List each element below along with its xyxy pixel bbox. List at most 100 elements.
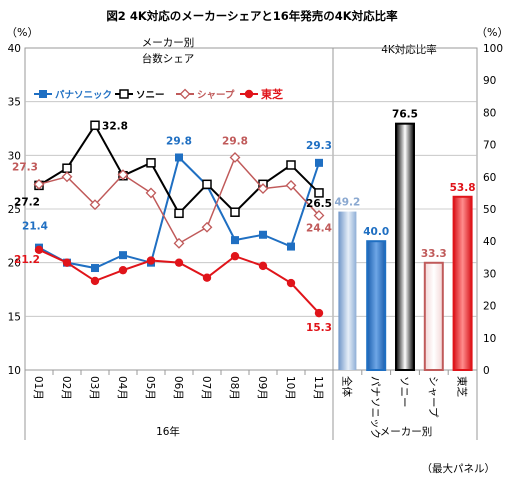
x-tick-label: 10月 bbox=[284, 376, 296, 400]
x-tick-label: 11月 bbox=[312, 376, 324, 400]
series-marker bbox=[258, 261, 268, 271]
left-y-tick-label: 40 bbox=[8, 43, 21, 55]
bar-category-label: パナソニック bbox=[369, 376, 381, 439]
right-y-tick-label: 100 bbox=[483, 43, 503, 55]
right-y-tick-label: 30 bbox=[483, 268, 496, 280]
series-marker bbox=[39, 90, 47, 98]
series-marker bbox=[179, 88, 191, 100]
bar bbox=[338, 211, 357, 370]
series-line-sharp bbox=[38, 156, 320, 245]
series-marker bbox=[173, 237, 185, 249]
right-y-tick-label: 20 bbox=[483, 301, 496, 313]
series-marker bbox=[202, 179, 212, 190]
line-data-label: 26.5 bbox=[306, 198, 332, 210]
x-tick-label: 07月 bbox=[200, 376, 212, 400]
legend-label-sharp: シャープ bbox=[197, 89, 235, 101]
left-y-tick-label: 10 bbox=[8, 365, 21, 377]
line-data-label: 29.8 bbox=[222, 135, 248, 147]
series-marker bbox=[117, 169, 129, 181]
line-data-label: 24.4 bbox=[306, 222, 332, 234]
legend-label-sony: ソニー bbox=[136, 90, 165, 101]
series-marker bbox=[286, 160, 296, 170]
bar bbox=[452, 195, 473, 371]
bar-value-label: 33.3 bbox=[421, 248, 447, 260]
left-y-tick-label: 35 bbox=[8, 97, 21, 109]
x-tick-label: 09月 bbox=[256, 376, 268, 400]
chart-title: 図2 4K対応のメーカーシェアと16年発売の4K対応比率 bbox=[106, 9, 398, 23]
series-marker bbox=[230, 252, 240, 261]
right-x-group-label: メーカー別 bbox=[380, 426, 433, 438]
left-y-tick-label: 15 bbox=[8, 311, 21, 323]
series-marker bbox=[175, 153, 183, 162]
series-marker bbox=[201, 221, 213, 233]
axes: 10 15 20 25 30 35 40 0 10 20 30 40 50 60 70 80 90 100 01月 0… bbox=[8, 43, 503, 439]
right-y-tick-label: 10 bbox=[483, 333, 496, 345]
x-tick-label: 02月 bbox=[60, 376, 72, 400]
right-axis-unit: （%） bbox=[476, 26, 505, 39]
line-data-label: 15.3 bbox=[306, 322, 332, 334]
series-marker bbox=[146, 158, 156, 168]
series-marker bbox=[285, 179, 297, 191]
legend-label-panasonic: パナソニック bbox=[55, 89, 112, 101]
series-marker bbox=[287, 242, 295, 251]
bar-category-label: シャープ bbox=[427, 376, 439, 418]
bar-value-label: 76.5 bbox=[392, 109, 418, 121]
right-y-tick-label: 60 bbox=[483, 172, 496, 184]
line-data-label: 32.8 bbox=[102, 120, 128, 132]
line-data-label: 29.8 bbox=[166, 135, 192, 147]
bar bbox=[423, 261, 444, 371]
left-x-group-label: 16年 bbox=[156, 425, 180, 438]
series-marker bbox=[61, 171, 73, 183]
series-marker bbox=[146, 256, 156, 265]
bar bbox=[395, 122, 415, 371]
series-marker bbox=[202, 273, 212, 282]
bar-value-label: 40.0 bbox=[363, 226, 389, 238]
right-y-tick-label: 70 bbox=[483, 140, 496, 152]
legend: パナソニック ソニー シャープ 東芝 bbox=[34, 87, 283, 101]
series-marker bbox=[314, 188, 324, 198]
x-tick-label: 05月 bbox=[144, 376, 156, 400]
series-marker bbox=[62, 163, 72, 173]
bar bbox=[366, 240, 387, 371]
line-series bbox=[33, 120, 325, 318]
left-axis-unit: （%） bbox=[6, 26, 38, 39]
left-y-tick-label: 20 bbox=[8, 258, 21, 270]
series-marker bbox=[119, 251, 127, 260]
series-marker bbox=[34, 245, 44, 254]
series-marker bbox=[33, 178, 45, 190]
x-tick-label: 04月 bbox=[116, 376, 128, 400]
right-y-tick-label: 0 bbox=[483, 365, 490, 377]
series-marker bbox=[62, 258, 72, 267]
bar-category-label: ソニー bbox=[398, 376, 410, 408]
bar-category-label: 全体 bbox=[340, 376, 353, 397]
line-data-label: 29.3 bbox=[306, 140, 332, 152]
x-tick-label: 01月 bbox=[32, 376, 44, 400]
series-marker bbox=[259, 230, 267, 239]
series-marker bbox=[145, 187, 157, 199]
series-marker bbox=[89, 199, 101, 211]
line-data-label: 21.4 bbox=[22, 221, 48, 233]
series-marker bbox=[314, 308, 324, 318]
series-marker bbox=[230, 207, 240, 217]
bar-series: 49.2 40.0 76.5 33.3 53.8 bbox=[334, 109, 476, 371]
right-panel-subtitle: 4K対応比率 bbox=[381, 43, 437, 56]
bar-value-label: 53.8 bbox=[450, 182, 476, 194]
series-marker bbox=[313, 210, 325, 221]
series-marker bbox=[257, 183, 269, 195]
right-y-tick-label: 80 bbox=[483, 107, 496, 119]
left-panel-subtitle-line1: メーカー別 bbox=[142, 37, 195, 49]
series-marker bbox=[174, 258, 184, 267]
right-y-tick-label: 40 bbox=[483, 236, 496, 248]
legend-label-toshiba: 東芝 bbox=[261, 87, 283, 101]
x-tick-label: 08月 bbox=[228, 376, 240, 400]
series-marker bbox=[118, 265, 128, 275]
left-panel-subtitle-line2: 台数シェア bbox=[142, 52, 195, 65]
line-data-label: 27.2 bbox=[14, 196, 40, 208]
footnote: （最大パネル） bbox=[422, 462, 496, 475]
series-marker bbox=[229, 152, 241, 163]
series-marker bbox=[244, 89, 254, 99]
x-tick-label: 03月 bbox=[88, 376, 100, 400]
series-marker bbox=[90, 120, 100, 131]
right-y-tick-label: 50 bbox=[483, 204, 496, 216]
